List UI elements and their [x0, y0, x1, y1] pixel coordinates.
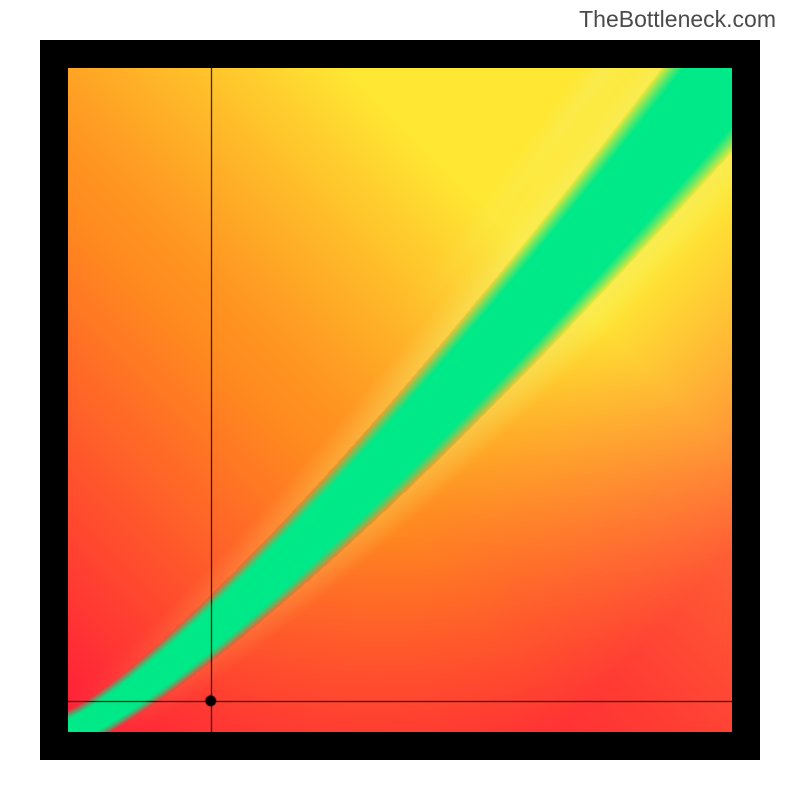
watermark-text: TheBottleneck.com	[579, 6, 776, 33]
chart-plot-area	[68, 68, 732, 732]
chart-outer-frame	[40, 40, 760, 760]
heatmap-canvas	[68, 68, 732, 732]
